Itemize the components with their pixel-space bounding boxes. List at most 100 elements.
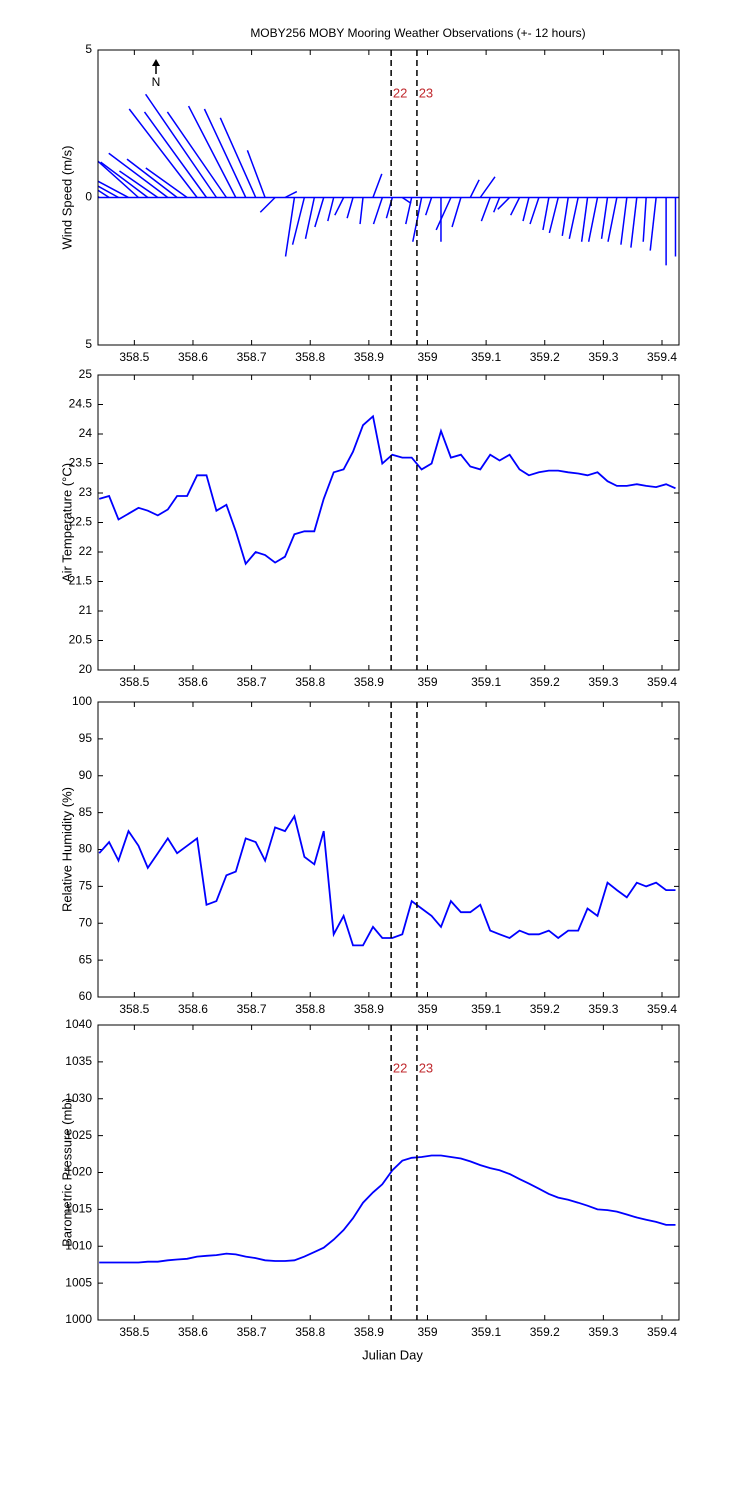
x-tick-label: 359.4 (647, 1002, 677, 1016)
wind-stick (187, 105, 237, 198)
plot-frame (97, 49, 680, 346)
marker-label: 23 (419, 85, 433, 100)
plot-area (99, 1154, 676, 1264)
plot-frame (97, 701, 680, 998)
wind-stick (219, 117, 257, 198)
wind-stick (203, 108, 247, 198)
wind-stick (119, 170, 159, 199)
data-line (98, 814, 676, 947)
y-tick-label: 85 (79, 805, 93, 819)
wind-stick (346, 197, 354, 219)
wind-stick (291, 197, 306, 245)
y-tick-label: 24.5 (69, 397, 93, 411)
wind-stick (480, 197, 491, 222)
y-tick-label: 5 (85, 42, 92, 56)
wind-stick (145, 93, 218, 198)
wind-stick (100, 161, 149, 199)
wind-stick (334, 197, 345, 216)
x-tick-label: 358.9 (354, 350, 384, 364)
wind-stick (510, 197, 521, 216)
plot-frame (97, 374, 680, 671)
wind-stick (493, 197, 501, 213)
y-tick-label: 22.5 (69, 515, 93, 529)
chart-title: MOBY256 MOBY Mooring Weather Observation… (250, 26, 585, 40)
y-tick-label: 70 (79, 915, 93, 929)
north-arrow-head (152, 59, 160, 66)
x-tick-label: 358.5 (119, 675, 149, 689)
x-tick-label: 359.3 (588, 350, 618, 364)
north-label: N (152, 75, 161, 89)
wind-stick (359, 197, 364, 225)
y-tick-label: 23 (79, 485, 93, 499)
y-tick-label: 1020 (65, 1165, 92, 1179)
wind-stick (548, 197, 559, 234)
plot-area (98, 93, 679, 266)
wind-stick (580, 197, 589, 242)
x-tick-label: 359.3 (588, 675, 618, 689)
wind-stick (145, 167, 188, 199)
wind-stick (126, 158, 178, 199)
wind-stick (246, 150, 266, 198)
wind-stick (561, 197, 569, 236)
wind-stick (568, 197, 579, 239)
y-tick-label: 1005 (65, 1275, 92, 1289)
wind-stick (607, 197, 618, 242)
wind-stick (304, 197, 316, 239)
y-tick-label: 0 (85, 190, 92, 204)
marker-label: 22 (393, 1060, 407, 1075)
marker-label: 23 (419, 1060, 433, 1075)
wind-stick (284, 197, 296, 257)
marker-label: 22 (393, 85, 407, 100)
y-tick-label: 20.5 (69, 633, 93, 647)
y-tick-label: 100 (72, 694, 92, 708)
x-tick-label: 358.7 (237, 1325, 267, 1339)
wind-stick (479, 176, 496, 198)
y-tick-label: 1040 (65, 1017, 92, 1031)
y-tick-label: 1015 (65, 1202, 92, 1216)
x-tick-label: 358.8 (295, 675, 325, 689)
x-tick-label: 358.7 (237, 1002, 267, 1016)
x-tick-label: 359 (417, 675, 437, 689)
x-tick-label: 358.8 (295, 350, 325, 364)
y-tick-label: 95 (79, 731, 93, 745)
x-tick-label: 359.2 (530, 675, 560, 689)
wind-stick (401, 196, 412, 205)
x-tick-label: 359.3 (588, 1002, 618, 1016)
wind-stick (372, 197, 384, 225)
x-axis-label: Julian Day (362, 1347, 423, 1362)
y-tick-label: 20 (79, 662, 93, 676)
y-tick-label: 1030 (65, 1091, 92, 1105)
x-tick-label: 359.1 (471, 350, 501, 364)
x-tick-label: 358.6 (178, 350, 208, 364)
x-tick-label: 358.7 (237, 350, 267, 364)
wind-stick (143, 111, 208, 198)
y-tick-label: 65 (79, 952, 93, 966)
wind-stick (642, 197, 647, 242)
x-tick-label: 358.6 (178, 1002, 208, 1016)
y-tick-label: 80 (79, 842, 93, 856)
wind-stick (98, 185, 119, 199)
wind-stick (497, 196, 511, 210)
y-tick-label: 23.5 (69, 456, 93, 470)
y-tick-label: 1025 (65, 1128, 92, 1142)
y-tick-label: 22 (79, 544, 93, 558)
panel: 358.5 358.6 358.7 358.8 358.9 359 359.1 359.2 35… (59, 367, 680, 689)
x-tick-label: 358.8 (295, 1002, 325, 1016)
wind-stick (412, 197, 423, 242)
data-line (99, 1154, 676, 1264)
wind-stick (587, 197, 599, 242)
y-tick-label: 21 (79, 603, 93, 617)
wind-stick (522, 197, 530, 222)
wind-stick (128, 108, 198, 198)
wind-stick (284, 190, 298, 199)
wind-stick (108, 152, 169, 199)
x-tick-label: 358.7 (237, 675, 267, 689)
y-tick-label: 25 (79, 367, 93, 381)
y-axis-label: Relative Humidity (%) (59, 787, 74, 912)
y-tick-label: 60 (79, 989, 93, 1003)
y-tick-label: 90 (79, 768, 93, 782)
wind-stick (314, 197, 325, 228)
x-tick-label: 359 (417, 1002, 437, 1016)
x-tick-label: 359.2 (530, 350, 560, 364)
